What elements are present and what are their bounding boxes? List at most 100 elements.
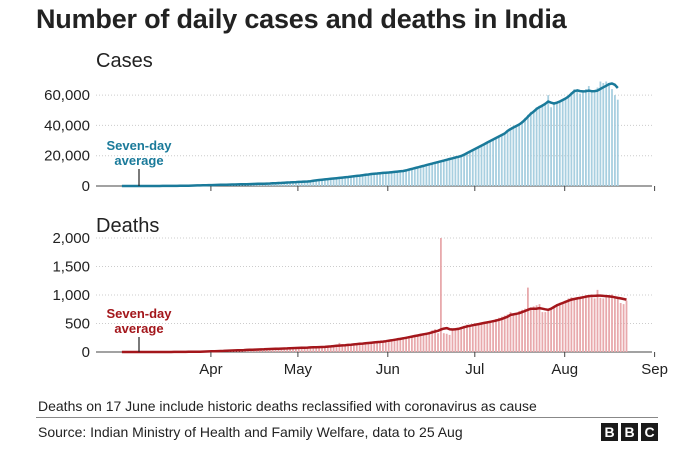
cases-daily-bar (521, 120, 523, 186)
deaths-daily-bar (495, 318, 497, 352)
deaths-daily-bar (558, 302, 561, 352)
cases-daily-bar (347, 176, 349, 186)
cases-daily-bar (376, 173, 378, 186)
deaths-daily-bar (477, 322, 480, 352)
cases-daily-bar (532, 110, 535, 186)
cases-daily-bar (564, 98, 567, 186)
cases-daily-bar (573, 89, 576, 186)
deaths-daily-bar (326, 346, 329, 352)
cases-daily-bar (489, 140, 492, 186)
cases-daily-bar (373, 173, 376, 186)
bbc-logo-block-2: B (621, 423, 638, 441)
cases-daily-bar (419, 166, 422, 186)
deaths-daily-bar (576, 298, 579, 352)
deaths-daily-bar (506, 314, 509, 352)
deaths-daily-bar (538, 304, 541, 352)
footnote: Deaths on 17 June include historic death… (38, 398, 537, 414)
cases-daily-bar (355, 175, 358, 186)
deaths-daily-bar (384, 340, 387, 352)
deaths-daily-bar (396, 338, 399, 352)
deaths-daily-bar (587, 296, 590, 352)
cases-daily-bar (529, 111, 532, 186)
cases-daily-bar (413, 167, 416, 186)
deaths-daily-bar (350, 344, 352, 352)
deaths-daily-bar (492, 320, 494, 352)
deaths-daily-bar (292, 347, 294, 352)
bbc-logo-block-3: C (641, 423, 658, 441)
cases-daily-bar (416, 167, 419, 186)
deaths-daily-bar (393, 338, 396, 352)
deaths-daily-bar (353, 344, 355, 352)
cases-daily-bar (454, 157, 457, 186)
cases-daily-bar (558, 101, 561, 186)
cases-daily-bar (590, 92, 593, 186)
deaths-daily-bar (567, 298, 570, 352)
deaths-daily-bar (440, 238, 442, 352)
deaths-daily-bar (437, 333, 439, 352)
deaths-daily-bar (457, 327, 460, 352)
cases-daily-bar (582, 92, 584, 186)
cases-daily-bar (538, 105, 541, 186)
deaths-daily-bar (382, 341, 384, 352)
cases-daily-bar (405, 170, 407, 186)
deaths-daily-bar (460, 326, 463, 352)
deaths-daily-bar (550, 308, 552, 352)
cases-daily-bar (271, 183, 274, 186)
deaths-daily-bar (329, 346, 332, 352)
deaths-y-tick-label: 500 (65, 316, 90, 333)
deaths-daily-bar (332, 345, 335, 352)
cases-daily-bar (556, 102, 558, 186)
deaths-daily-bar (500, 316, 503, 352)
cases-y-tick-label: 20,000 (44, 148, 90, 165)
deaths-daily-bar (512, 315, 515, 352)
cases-daily-bar (332, 178, 335, 186)
cases-daily-bar (515, 125, 518, 186)
cases-daily-bar (570, 92, 573, 186)
x-tick-label-jun: Jun (376, 361, 400, 378)
cases-daily-bar (283, 182, 286, 186)
deaths-daily-bar (358, 343, 361, 352)
deaths-daily-bar (370, 342, 373, 352)
deaths-daily-bar (341, 345, 344, 352)
bbc-logo-block-1: B (601, 423, 618, 441)
deaths-daily-bar (413, 334, 416, 352)
deaths-daily-bar (573, 299, 576, 352)
cases-daily-bar (399, 171, 402, 186)
cases-daily-bar (463, 154, 465, 186)
deaths-daily-bar (471, 324, 474, 352)
cases-daily-bar (471, 149, 474, 186)
cases-daily-bar (466, 152, 468, 186)
cases-daily-bar (408, 169, 410, 186)
cases-y-tick-label: 60,000 (44, 87, 90, 104)
cases-daily-bar (509, 128, 512, 186)
deaths-daily-bar (318, 346, 320, 352)
cases-daily-bar (553, 104, 555, 186)
deaths-daily-bar (321, 346, 323, 352)
cases-daily-bar (492, 139, 494, 186)
deaths-daily-bar (529, 307, 532, 352)
cases-daily-bar (442, 160, 445, 186)
deaths-daily-bar (306, 347, 309, 352)
cases-daily-bar (350, 176, 352, 186)
cases-daily-bar (440, 161, 442, 186)
deaths-daily-bar (564, 300, 567, 352)
deaths-daily-bar (515, 313, 518, 352)
deaths-daily-bar (503, 315, 506, 352)
x-tick-label-jul: Jul (465, 361, 484, 378)
deaths-daily-bar (416, 334, 419, 352)
deaths-daily-bar (544, 312, 547, 352)
cases-daily-bar (274, 182, 277, 186)
deaths-daily-bar (289, 348, 291, 352)
deaths-daily-bar (527, 287, 529, 352)
x-tick-label-aug: Aug (551, 361, 578, 378)
deaths-daily-bar (570, 297, 573, 352)
deaths-daily-bar (509, 312, 512, 352)
deaths-daily-bar (442, 333, 445, 352)
deaths-daily-bar (300, 347, 303, 352)
deaths-daily-bar (303, 347, 306, 352)
cases-daily-bar (361, 175, 364, 186)
cases-daily-bar (477, 146, 480, 186)
deaths-daily-bar (367, 342, 370, 352)
deaths-daily-bar (283, 348, 286, 352)
cases-daily-bar (335, 178, 338, 186)
